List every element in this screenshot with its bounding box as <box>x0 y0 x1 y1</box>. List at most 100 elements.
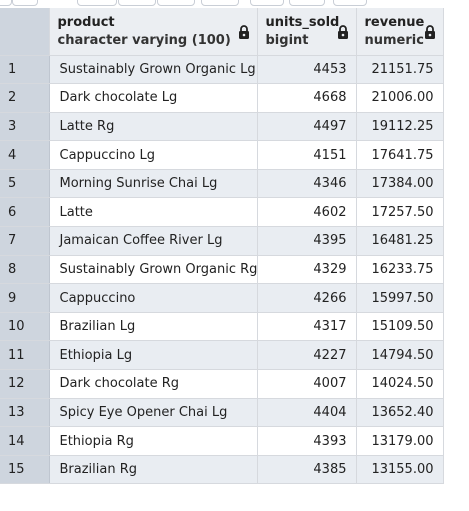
column-name: product <box>57 15 115 30</box>
cell-product[interactable]: Cappuccino Lg <box>49 140 258 170</box>
table-row[interactable]: 4 Cappuccino Lg 4151 17641.75 <box>0 140 444 170</box>
lock-icon <box>337 25 348 39</box>
cell-units-sold[interactable]: 4668 <box>257 83 357 113</box>
row-number[interactable]: 9 <box>0 283 50 313</box>
cell-revenue[interactable]: 19112.25 <box>356 112 444 142</box>
table-row[interactable]: 13 Spicy Eye Opener Chai Lg 4404 13652.40 <box>0 398 444 428</box>
cell-product[interactable]: Jamaican Coffee River Lg <box>49 226 258 256</box>
row-number[interactable]: 10 <box>0 312 50 342</box>
cell-product[interactable]: Brazilian Lg <box>49 312 258 342</box>
table-row[interactable]: 12 Dark chocolate Rg 4007 14024.50 <box>0 369 444 399</box>
lock-icon <box>424 25 435 39</box>
toolbar-button[interactable] <box>201 0 239 6</box>
cell-revenue[interactable]: 13652.40 <box>356 398 444 428</box>
row-number[interactable]: 12 <box>0 369 50 399</box>
cell-revenue[interactable]: 16481.25 <box>356 226 444 256</box>
cell-product[interactable]: Cappuccino <box>49 283 258 313</box>
cell-units-sold[interactable]: 4497 <box>257 112 357 142</box>
row-number[interactable]: 4 <box>0 140 50 170</box>
table-row[interactable]: 3 Latte Rg 4497 19112.25 <box>0 112 444 142</box>
table-row[interactable]: 15 Brazilian Rg 4385 13155.00 <box>0 455 444 485</box>
table-row[interactable]: 7 Jamaican Coffee River Lg 4395 16481.25 <box>0 226 444 256</box>
toolbar-button[interactable] <box>77 0 117 6</box>
cell-product[interactable]: Morning Sunrise Chai Lg <box>49 169 258 199</box>
table-row[interactable]: 14 Ethiopia Rg 4393 13179.00 <box>0 426 444 456</box>
results-grid: product character varying (100) units_so… <box>0 8 444 485</box>
cell-units-sold[interactable]: 4266 <box>257 283 357 313</box>
cell-revenue[interactable]: 14024.50 <box>356 369 444 399</box>
row-number[interactable]: 1 <box>0 55 50 85</box>
row-number[interactable]: 11 <box>0 340 50 371</box>
cell-revenue[interactable]: 17641.75 <box>356 140 444 170</box>
table-row[interactable]: 6 Latte 4602 17257.50 <box>0 197 444 228</box>
column-header-revenue[interactable]: revenue numeric <box>356 8 444 56</box>
column-header-product[interactable]: product character varying (100) <box>49 8 258 56</box>
column-header-units-sold[interactable]: units_sold bigint <box>257 8 357 56</box>
column-type: bigint <box>265 33 309 48</box>
toolbar-button[interactable] <box>250 0 284 6</box>
cell-revenue[interactable]: 21006.00 <box>356 83 444 113</box>
cell-product[interactable]: Latte <box>49 197 258 228</box>
cell-revenue[interactable]: 15109.50 <box>356 312 444 342</box>
row-number[interactable]: 13 <box>0 398 50 428</box>
cell-revenue[interactable]: 17257.50 <box>356 197 444 228</box>
cell-product[interactable]: Dark chocolate Rg <box>49 369 258 399</box>
cell-revenue[interactable]: 16233.75 <box>356 255 444 285</box>
row-number[interactable]: 7 <box>0 226 50 256</box>
row-number[interactable]: 3 <box>0 112 50 142</box>
cell-units-sold[interactable]: 4602 <box>257 197 357 228</box>
cell-product[interactable]: Spicy Eye Opener Chai Lg <box>49 398 258 428</box>
column-name: units_sold <box>265 15 340 30</box>
cell-units-sold[interactable]: 4227 <box>257 340 357 371</box>
cell-units-sold[interactable]: 4007 <box>257 369 357 399</box>
cell-units-sold[interactable]: 4453 <box>257 55 357 85</box>
table-row[interactable]: 11 Ethiopia Lg 4227 14794.50 <box>0 340 444 371</box>
cell-units-sold[interactable]: 4385 <box>257 455 357 485</box>
column-type: numeric <box>364 33 424 48</box>
toolbar-button[interactable] <box>12 0 38 6</box>
cell-units-sold[interactable]: 4317 <box>257 312 357 342</box>
cell-product[interactable]: Sustainably Grown Organic Lg <box>49 55 258 85</box>
column-type: character varying (100) <box>57 33 231 48</box>
cell-product[interactable]: Brazilian Rg <box>49 455 258 485</box>
toolbar-button[interactable] <box>289 0 325 6</box>
cell-product[interactable]: Ethiopia Lg <box>49 340 258 371</box>
table-row[interactable]: 10 Brazilian Lg 4317 15109.50 <box>0 312 444 342</box>
lock-icon <box>238 25 249 39</box>
row-number[interactable]: 2 <box>0 83 50 113</box>
cell-revenue[interactable]: 17384.00 <box>356 169 444 199</box>
cell-product[interactable]: Dark chocolate Lg <box>49 83 258 113</box>
cell-product[interactable]: Latte Rg <box>49 112 258 142</box>
cell-revenue[interactable]: 14794.50 <box>356 340 444 371</box>
cell-revenue[interactable]: 13179.00 <box>356 426 444 456</box>
cell-units-sold[interactable]: 4151 <box>257 140 357 170</box>
cell-units-sold[interactable]: 4395 <box>257 226 357 256</box>
row-number[interactable]: 14 <box>0 426 50 456</box>
row-number[interactable]: 5 <box>0 169 50 199</box>
toolbar-button[interactable] <box>333 0 367 6</box>
cell-revenue[interactable]: 21151.75 <box>356 55 444 85</box>
toolbar-button[interactable] <box>0 0 12 6</box>
cell-product[interactable]: Ethiopia Rg <box>49 426 258 456</box>
column-name: revenue <box>364 15 425 30</box>
header-row: product character varying (100) units_so… <box>0 8 444 56</box>
cell-revenue[interactable]: 15997.50 <box>356 283 444 313</box>
cell-units-sold[interactable]: 4393 <box>257 426 357 456</box>
select-all-corner[interactable] <box>0 8 50 56</box>
results-toolbar <box>0 0 469 8</box>
toolbar-button[interactable] <box>118 0 156 6</box>
cell-units-sold[interactable]: 4329 <box>257 255 357 285</box>
row-number[interactable]: 8 <box>0 255 50 285</box>
cell-units-sold[interactable]: 4404 <box>257 398 357 428</box>
cell-revenue[interactable]: 13155.00 <box>356 455 444 485</box>
row-number[interactable]: 6 <box>0 197 50 228</box>
cell-units-sold[interactable]: 4346 <box>257 169 357 199</box>
table-row[interactable]: 5 Morning Sunrise Chai Lg 4346 17384.00 <box>0 169 444 199</box>
row-number[interactable]: 15 <box>0 455 50 485</box>
table-row[interactable]: 1 Sustainably Grown Organic Lg 4453 21151.7… <box>0 55 444 85</box>
toolbar-button[interactable] <box>157 0 195 6</box>
table-row[interactable]: 2 Dark chocolate Lg 4668 21006.00 <box>0 83 444 113</box>
cell-product[interactable]: Sustainably Grown Organic Rg <box>49 255 258 285</box>
table-row[interactable]: 8 Sustainably Grown Organic Rg 4329 16233.7… <box>0 255 444 285</box>
table-row[interactable]: 9 Cappuccino 4266 15997.50 <box>0 283 444 313</box>
